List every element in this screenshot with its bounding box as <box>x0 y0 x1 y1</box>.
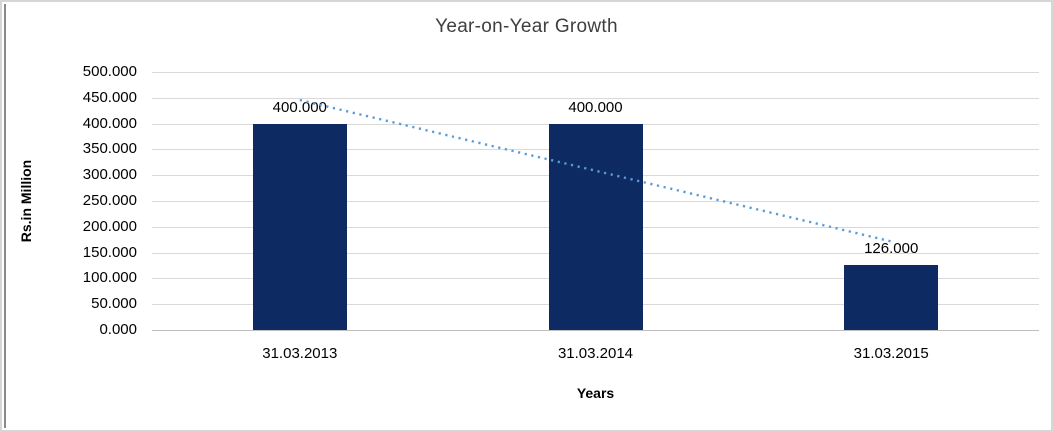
plot-area: 400.000 400.000 126.000 <box>152 72 1039 331</box>
bar-31.03.2014 <box>548 123 643 330</box>
x-axis-line <box>152 330 1039 331</box>
x-category-label: 31.03.2014 <box>557 345 634 362</box>
bar-31.03.2013 <box>252 123 347 330</box>
left-border-line <box>4 4 6 428</box>
y-axis-title-text: Rs.in Million <box>18 159 34 243</box>
gridline <box>152 97 1039 99</box>
x-category-label: 31.03.2015 <box>853 345 929 362</box>
bar-data-label: 400.000 <box>568 98 623 116</box>
y-tick-label: 200.000 <box>82 217 137 235</box>
x-axis-title: Years <box>576 385 615 401</box>
y-tick-label: 150.000 <box>82 243 137 261</box>
y-tick-label: 0.000 <box>99 321 137 338</box>
y-tick-label: 500.000 <box>82 63 137 80</box>
bar-31.03.2015 <box>844 265 939 330</box>
chart-title: Year-on-Year Growth <box>435 16 618 37</box>
x-category-label: 31.03.2013 <box>262 345 338 362</box>
bar-data-label: 126.000 <box>864 240 919 257</box>
y-tick-label: 400.000 <box>82 114 137 132</box>
y-tick-label: 300.000 <box>82 166 137 184</box>
gridline <box>152 72 1039 73</box>
y-tick-label: 50.000 <box>91 295 137 313</box>
trendline <box>299 98 892 243</box>
y-tick-label: 100.000 <box>82 269 137 287</box>
y-tick-label: 350.000 <box>82 140 137 158</box>
y-tick-label: 250.000 <box>82 192 137 209</box>
trendline-path <box>299 98 892 243</box>
y-tick-label: 450.000 <box>82 88 137 106</box>
